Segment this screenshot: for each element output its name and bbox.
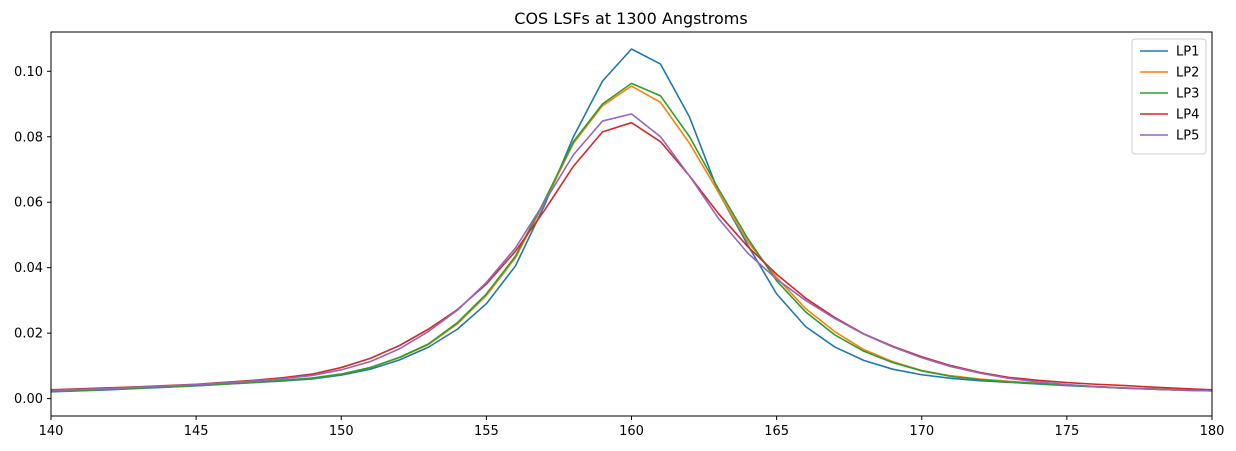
x-tick-label: 140 [39,424,64,439]
x-tick-label: 170 [909,424,934,439]
x-tick-label: 180 [1200,424,1225,439]
legend-label-lp4: LP4 [1176,108,1199,123]
series-line-lp1 [50,48,1213,393]
x-tick-label: 155 [474,424,499,439]
chart-title: COS LSFs at 1300 Angstroms [514,9,747,28]
y-axis: 0.00 0.02 0.04 0.06 0.08 0.10 [14,65,51,407]
x-tick-label: 175 [1054,424,1079,439]
legend-label-lp2: LP2 [1176,66,1199,81]
series-line-lp2 [50,85,1213,393]
series-line-lp4 [50,121,1213,391]
legend-label-lp1: LP1 [1176,45,1199,60]
y-tick-label: 0.02 [14,327,43,342]
y-tick-label: 0.06 [14,196,43,211]
x-tick-label: 165 [764,424,789,439]
y-tick-label: 0.08 [14,130,43,145]
x-tick-label: 150 [329,424,354,439]
legend-label-lp3: LP3 [1176,87,1199,102]
y-tick-label: 0.10 [14,65,43,80]
y-tick-label: 0.04 [14,261,43,276]
x-axis: 140 145 150 155 160 165 170 175 180 [39,416,1225,439]
legend-frame [1131,38,1207,155]
series-line-lp5 [50,113,1213,392]
x-tick-label: 160 [619,424,644,439]
legend-label-lp5: LP5 [1176,129,1199,144]
plot-frame [50,31,1213,417]
legend: LP1 LP2 LP3 LP4 LP5 [1131,38,1207,155]
x-tick-label: 145 [184,424,209,439]
y-tick-label: 0.00 [14,392,43,407]
series-line-lp3 [50,82,1213,393]
plot-area [50,48,1213,393]
